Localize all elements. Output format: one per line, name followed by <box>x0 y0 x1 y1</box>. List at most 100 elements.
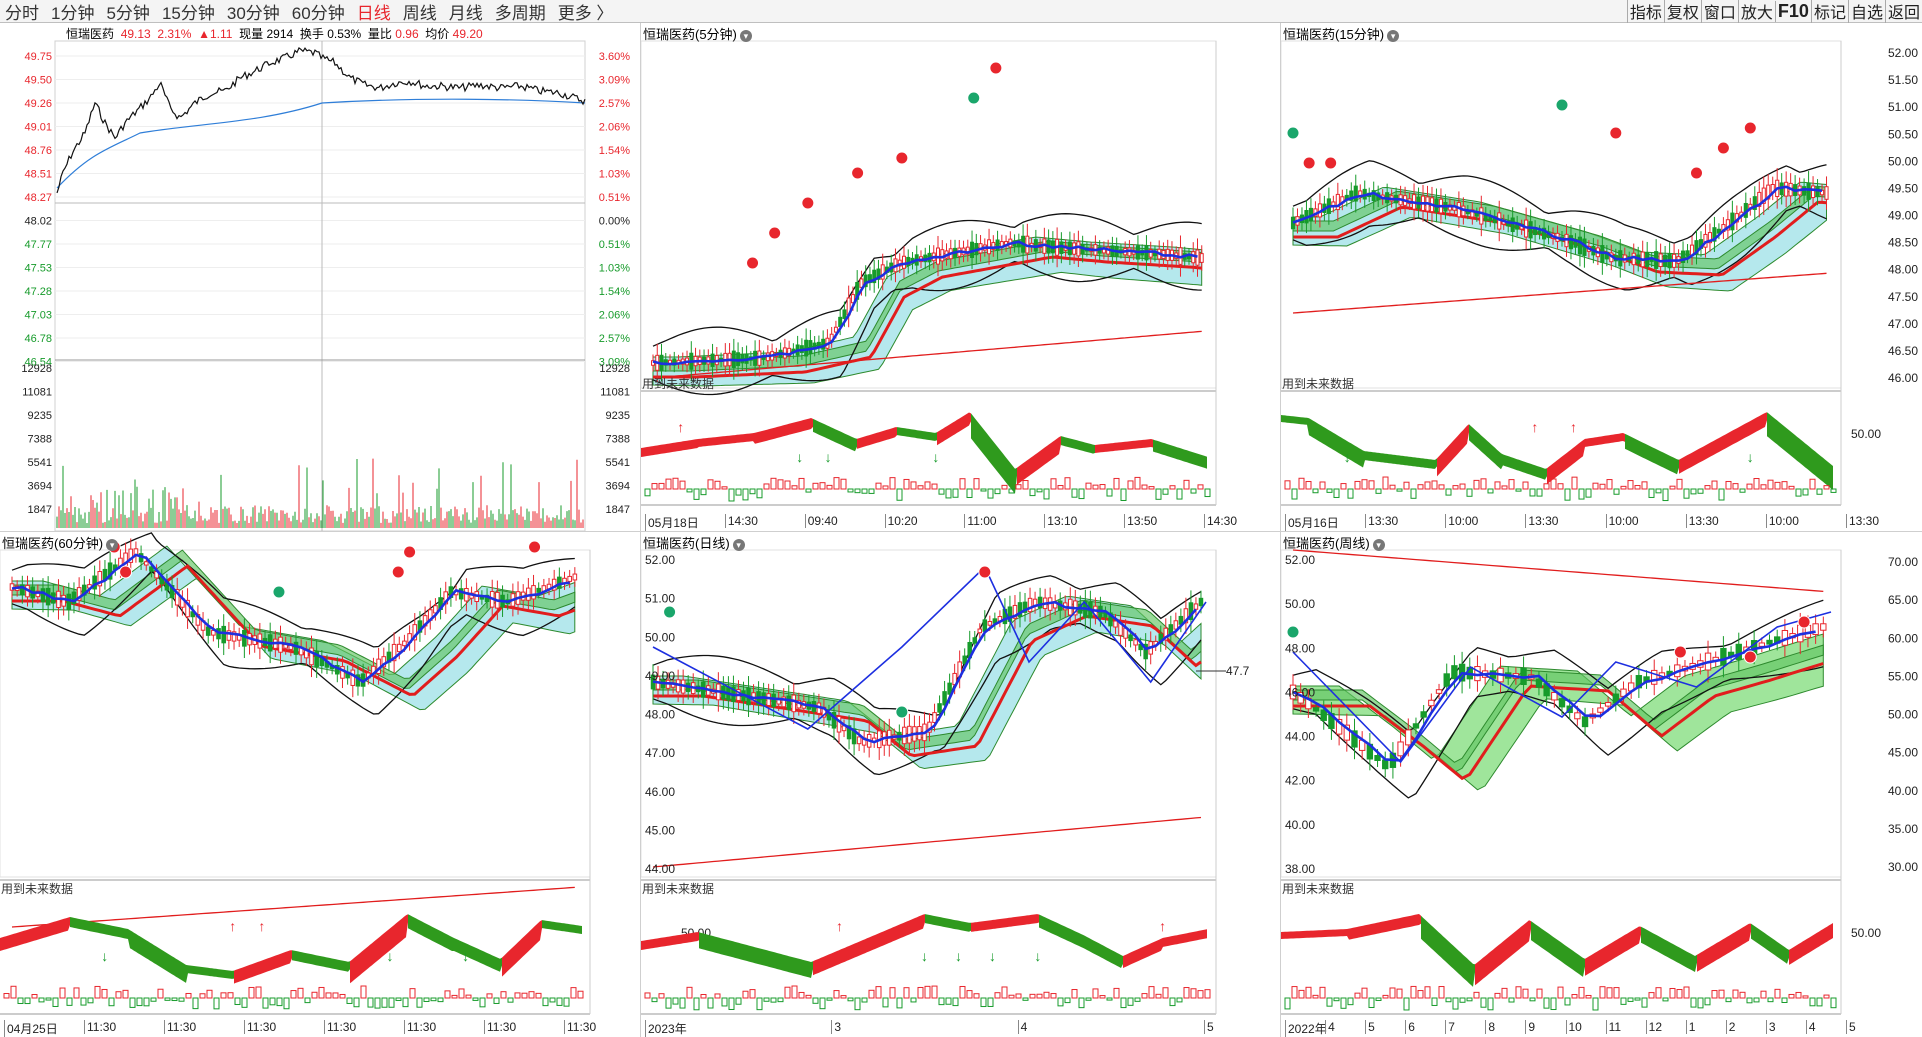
sell-signal-icon <box>528 540 542 554</box>
hist-bar <box>658 482 665 490</box>
candle-body <box>531 585 536 600</box>
hist-bar <box>1382 476 1389 490</box>
price-axis-label: 70.00 <box>1888 555 1918 569</box>
hist-bar <box>1284 997 1291 1010</box>
pct-axis-label: 0.51% <box>599 192 630 204</box>
hist-bar <box>959 985 966 999</box>
tab-15min[interactable]: 15分钟 <box>161 3 215 23</box>
red-wave <box>1281 914 1421 940</box>
candle-body <box>76 587 82 601</box>
hist-bar <box>1078 997 1085 1009</box>
hist-bar <box>346 997 353 1004</box>
indicator-button[interactable]: 指标 <box>1626 0 1664 23</box>
down-arrow-icon: ↓ <box>1747 449 1754 465</box>
tab-daily[interactable]: 日线 <box>356 3 391 23</box>
hist-bar <box>686 488 693 493</box>
green-wave <box>897 427 937 441</box>
pct-change: 2.31% <box>157 27 192 41</box>
candle-body <box>1820 623 1827 631</box>
tab-1min[interactable]: 1分钟 <box>51 3 95 23</box>
candle-body <box>1568 235 1574 250</box>
mark-button[interactable]: 标记 <box>1810 0 1848 23</box>
chart-panel-weekly[interactable]: 恒瑞医药(周线) ▾ 52.00 50.00 48.00 46.00 44.00 42.00… <box>1281 532 1922 1037</box>
pct-axis-label: 1.03% <box>599 263 630 275</box>
back-button[interactable]: 返回 <box>1884 0 1922 23</box>
f10-button[interactable]: F10 <box>1774 0 1811 22</box>
candle-body <box>1730 212 1735 231</box>
price-axis-label: 47.00 <box>1888 317 1918 331</box>
sell-signal-icon <box>851 166 865 180</box>
sell-signal-icon <box>1797 615 1811 629</box>
hist-bar <box>1641 997 1648 1008</box>
settings-dot-icon[interactable]: ▾ <box>1372 538 1385 551</box>
down-arrow-icon: ↓ <box>462 948 469 964</box>
pct-axis-label: 2.06% <box>599 122 630 134</box>
candle-body <box>396 643 402 653</box>
tab-multi-period[interactable]: 多周期 <box>494 3 546 23</box>
tab-monthly[interactable]: 月线 <box>448 3 483 23</box>
hist-bar <box>388 997 395 1008</box>
tab-more[interactable]: 更多 〉 <box>557 3 614 23</box>
red-wave <box>937 412 971 446</box>
tab-intraday[interactable]: 分时 <box>5 3 39 23</box>
candle-body <box>1806 182 1811 200</box>
hist-bar <box>1585 488 1592 498</box>
period-toolbar: 分时 1分钟 5分钟 15分钟 30分钟 60分钟 日线 周线 月线 多周期 更… <box>0 0 1922 23</box>
tab-5min[interactable]: 5分钟 <box>106 3 150 23</box>
price-axis-label: 52.00 <box>1888 46 1918 60</box>
hist-bar <box>206 989 213 999</box>
hist-bar <box>549 997 556 1003</box>
hist-bar <box>1480 478 1487 490</box>
time-axis-label: 4 <box>1017 1020 1027 1034</box>
blue-trend-line <box>11 553 570 684</box>
candle-body <box>458 588 464 600</box>
candle-body <box>1374 755 1381 761</box>
candle-body <box>1443 673 1450 687</box>
hist-bar <box>1557 483 1564 490</box>
price-axis-label: 47.77 <box>24 239 52 251</box>
hist-bar <box>1459 483 1466 490</box>
sell-signal-icon <box>978 565 992 579</box>
settings-dot-icon[interactable]: ▾ <box>106 538 119 551</box>
settings-dot-icon[interactable]: ▾ <box>1387 29 1400 42</box>
settings-dot-icon[interactable]: ▾ <box>739 29 752 42</box>
tab-30min[interactable]: 30分钟 <box>226 3 280 23</box>
settings-dot-icon[interactable]: ▾ <box>732 538 745 551</box>
time-axis-label: 5 <box>1846 1020 1856 1034</box>
buy-signal-icon <box>1286 126 1300 140</box>
hist-bar <box>444 990 451 999</box>
intraday-chart-panel[interactable]: 恒瑞医药 49.13 2.31% ▲1.11 现量 2914 换手 0.53% … <box>0 23 640 531</box>
hist-bar <box>1127 480 1134 490</box>
chart-panel-daily[interactable]: 恒瑞医药(日线) ▾ 52.00 51.00 50.00 49.00 48.00 47.00… <box>641 532 1280 1037</box>
hist-bar <box>1015 993 1022 999</box>
candle-body <box>309 647 314 666</box>
price-axis-label: 48.02 <box>24 216 52 228</box>
chart-panel-5min[interactable]: 恒瑞医药(5分钟) ▾ ↑ ↓ ↓ ↓ 用到未来数据 05月18日 14:30 09:40 1… <box>641 23 1280 531</box>
panel-title-text: 恒瑞医药(周线) <box>1283 536 1370 551</box>
candle-body <box>381 656 387 668</box>
sell-signal-icon <box>1324 156 1338 170</box>
panel-title-text: 恒瑞医药(5分钟) <box>643 27 737 42</box>
hist-bar <box>1487 488 1494 494</box>
watchlist-button[interactable]: 自选 <box>1847 0 1885 23</box>
candle-body <box>942 691 947 706</box>
hist-bar <box>458 988 465 999</box>
hist-bar <box>1155 993 1162 999</box>
zoom-button[interactable]: 放大 <box>1737 0 1775 23</box>
tab-weekly[interactable]: 周线 <box>402 3 437 23</box>
chart-panel-60min[interactable]: 恒瑞医药(60分钟) ▾ ↓ ↑ ↑ ↓ ↓ 用到未来数据 04月25日 11:30 11:3… <box>0 532 640 1037</box>
window-button[interactable]: 窗口 <box>1700 0 1738 23</box>
price-axis-label: 48.50 <box>1888 236 1918 250</box>
tab-60min[interactable]: 60分钟 <box>291 3 345 23</box>
hist-bar <box>658 993 665 999</box>
hist-bar <box>1057 997 1064 1007</box>
adjust-button[interactable]: 复权 <box>1663 0 1701 23</box>
hist-bar <box>1022 480 1029 490</box>
hist-bar <box>952 488 959 498</box>
chart-panel-15min[interactable]: 恒瑞医药(15分钟) ▾ 52.00 51.50 51.00 50.50 50.00 49.… <box>1281 23 1922 531</box>
time-axis-label: 11 <box>1605 1020 1621 1034</box>
buy-signal-icon <box>895 705 909 719</box>
ma-thick-red <box>1293 662 1824 781</box>
boll-line <box>1292 205 1827 291</box>
candle-body <box>947 682 952 695</box>
